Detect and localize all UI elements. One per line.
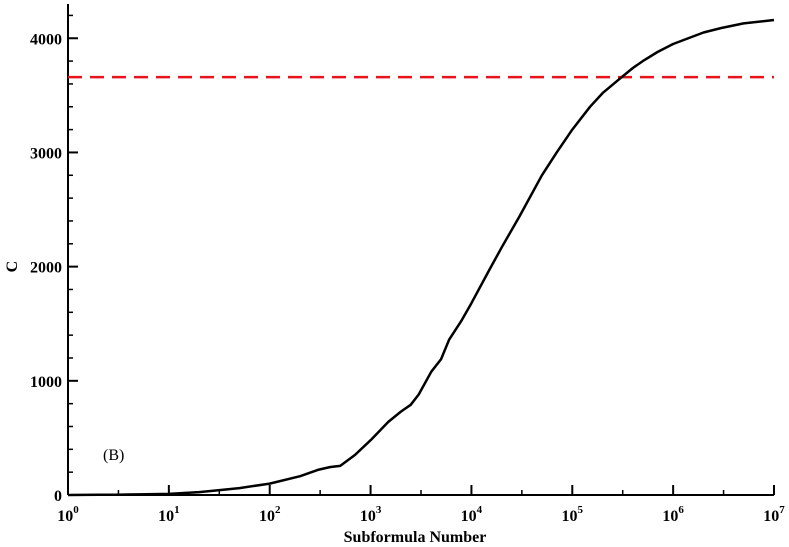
panel-label: (B) (103, 447, 124, 464)
series-line (67, 18, 775, 497)
y-tick-label: 3000 (30, 145, 62, 162)
x-axis-title: Subformula Number (344, 529, 487, 546)
y-tick-label: 4000 (30, 31, 62, 48)
x-tick-label: 102 (259, 504, 281, 525)
axes (67, 4, 775, 496)
y-tick-label: 1000 (30, 374, 62, 391)
series-layer (67, 18, 775, 497)
x-tick-label: 106 (662, 504, 684, 525)
x-tick-label: 104 (461, 504, 483, 525)
x-tick-label: 107 (763, 504, 785, 525)
x-tick-label: 100 (57, 504, 79, 525)
x-tick-label: 101 (158, 504, 180, 525)
y-axis-title: C (4, 261, 21, 273)
x-tick-label: 105 (562, 504, 584, 525)
y-tick-label: 0 (54, 488, 62, 505)
labels-layer: 0 1000 2000 3000 4000 100 101 102 103 104 105 106 10… (4, 31, 785, 546)
x-tick-label: 103 (360, 504, 382, 525)
y-tick-label: 2000 (30, 260, 62, 277)
